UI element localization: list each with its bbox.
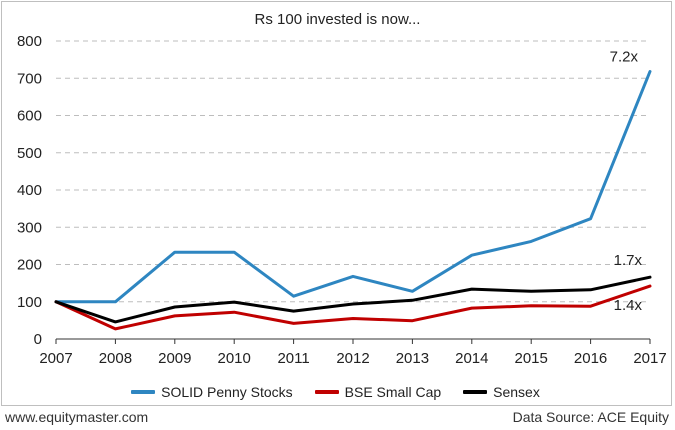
x-tick-label: 2015 [515,350,548,367]
x-tick-label: 2011 [277,350,309,367]
series-line [54,284,652,331]
y-tick-label: 600 [17,108,42,125]
legend-swatch [131,390,156,394]
legend-swatch [314,390,339,394]
end-value-label: 1.4x [614,297,643,314]
site-url: www.equitymaster.com [5,409,149,425]
x-tick-label: 2010 [218,350,251,367]
x-tick-label: 2008 [99,350,132,367]
y-tick-label: 500 [17,145,42,162]
x-tick-label: 2007 [39,350,72,367]
end-value-label: 1.7x [614,252,643,269]
x-tick-label: 2016 [574,350,607,367]
y-tick-label: 100 [17,294,42,311]
x-tick-label: 2014 [455,350,488,367]
end-value-label: 7.2x [610,49,639,66]
series-line [54,70,652,304]
y-tick-label: 300 [17,219,42,236]
y-tick-label: 800 [17,33,42,50]
legend-label: Sensex [493,384,540,400]
y-tick-label: 700 [17,70,42,87]
y-tick-label: 400 [17,182,42,199]
y-tick-label: 0 [34,331,42,348]
x-tick-label: 2012 [336,350,369,367]
x-tick-label: 2013 [396,350,429,367]
chart-title: Rs 100 invested is now... [254,11,421,28]
legend-label: BSE Small Cap [344,384,442,400]
chart-legend: SOLID Penny Stocks BSE Small Cap Sensex [0,384,671,400]
x-tick-label: 2017 [633,350,666,367]
y-tick-label: 200 [17,257,42,274]
legend-swatch [463,390,488,394]
x-tick-label: 2009 [158,350,191,367]
data-source: Data Source: ACE Equity [512,409,669,425]
legend-item: BSE Small Cap [314,384,442,400]
legend-item: Sensex [463,384,540,400]
legend-item: SOLID Penny Stocks [131,384,293,400]
legend-label: SOLID Penny Stocks [161,384,293,400]
series-line [54,275,652,324]
